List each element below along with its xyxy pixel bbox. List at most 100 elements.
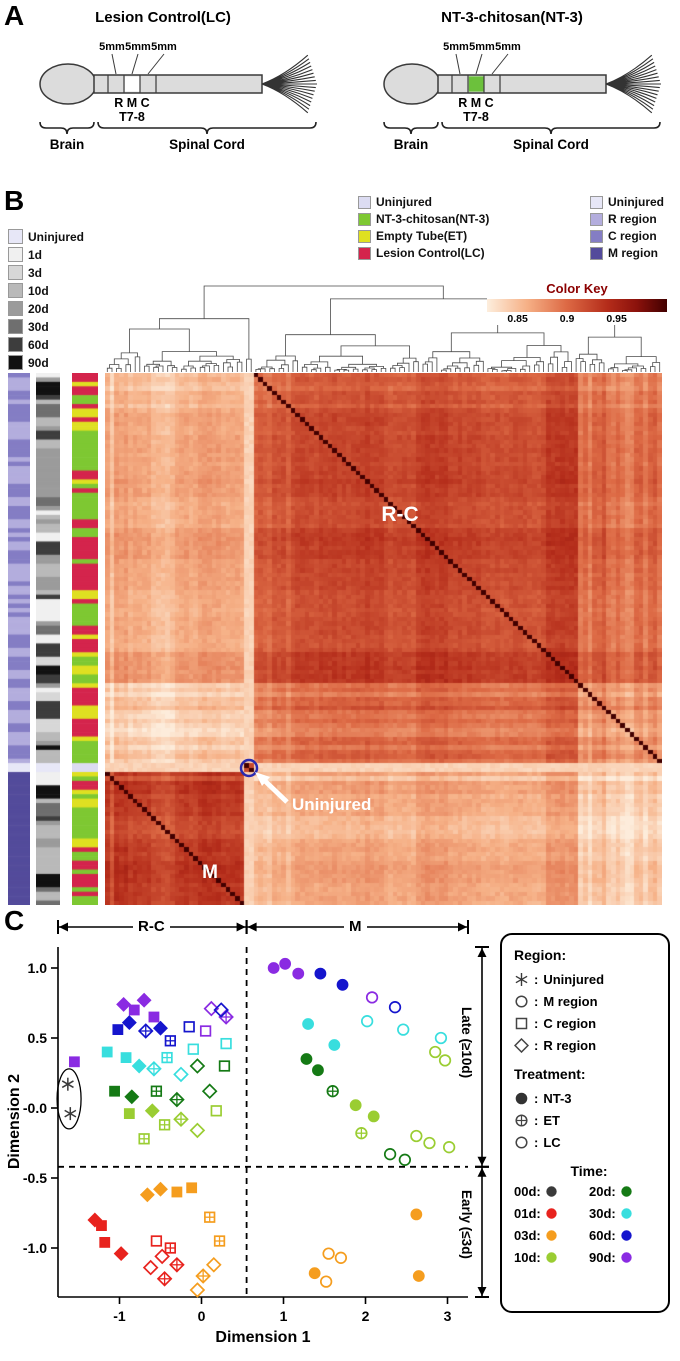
x-tick-label: 0	[198, 1308, 206, 1324]
scatter-point	[64, 1107, 77, 1121]
time-item: 60d:	[589, 1228, 664, 1243]
scatter-point	[205, 1256, 222, 1273]
diamond-icon	[514, 1037, 529, 1053]
segment-pointer	[475, 53, 483, 75]
scatter-point	[189, 1122, 206, 1139]
brain-shape	[39, 63, 97, 105]
square-icon	[515, 1017, 528, 1029]
time-swatch	[8, 355, 23, 370]
time-item: 00d:	[514, 1184, 589, 1199]
scatter-point	[203, 1000, 220, 1017]
legend-time-title: Time:	[570, 1163, 608, 1179]
time-row-colorbar	[36, 373, 60, 905]
scatter-point	[116, 996, 132, 1012]
panel-letter-b: B	[4, 185, 25, 216]
x-tick-label: 2	[362, 1308, 370, 1324]
time-color-grid: 00d: 20d: 01d: 30d: 03d: 60d: 10d: 90d:	[514, 1184, 664, 1265]
segment-length-label: 5mm	[495, 41, 521, 53]
segment-length-label: 5mm	[469, 41, 495, 53]
panel-letter-c: C	[4, 905, 25, 936]
mds-plot: -1 0 1 2 3 1.0 0.5 -0.0 -0.5 -1.0	[23, 920, 489, 1324]
dot-icon	[621, 1186, 632, 1197]
time-legend: Uninjured 1d 3d 10d 20d 30d 60d 90d	[8, 229, 84, 373]
scatter-point	[210, 1105, 222, 1117]
region-swatch	[590, 195, 603, 209]
treatment-swatch	[358, 246, 371, 260]
model-lesion-control: Lesion Control(LC) 5mm 5mm 5mm R M C T7-…	[39, 9, 317, 152]
segment-pointer	[131, 53, 139, 75]
scatter-point	[171, 1186, 183, 1198]
scatter-point	[173, 1111, 189, 1128]
brain-brace	[383, 121, 439, 135]
brain-shape	[383, 63, 441, 105]
uninjured-circle-marker	[239, 758, 259, 778]
model-title: NT-3-chitosan(NT-3)	[441, 9, 583, 26]
scatter-point	[68, 1056, 80, 1068]
region-legend: Uninjured R region C region M region	[590, 195, 664, 263]
dot-icon	[546, 1230, 557, 1241]
brain-label: Brain	[394, 137, 429, 152]
brain-label: Brain	[50, 137, 85, 152]
dot-icon	[546, 1208, 557, 1219]
cord-brace	[441, 121, 661, 135]
scatter-point	[410, 1129, 423, 1143]
scatter-point	[99, 1237, 111, 1248]
uninjured-arrow-shaft	[263, 779, 289, 804]
segment-pointer	[455, 53, 461, 75]
legend-item-r-region: :R region	[514, 1034, 664, 1056]
cord-brace	[97, 121, 317, 135]
segment-length-label: 5mm	[125, 41, 151, 53]
m-span-label: M	[344, 918, 367, 935]
schematic-svg: Lesion Control(LC) 5mm 5mm 5mm R M C T7-…	[39, 9, 661, 152]
time-item: 30d:	[589, 1206, 664, 1221]
scatter-point	[302, 1018, 315, 1030]
heatmap-annotations: Uninjured R-C M	[202, 503, 419, 883]
scatter-point	[183, 1021, 195, 1033]
filled-circle-icon	[515, 1092, 528, 1104]
scatter-point	[173, 1066, 189, 1083]
scatter-point	[109, 1085, 120, 1097]
scatter-point	[128, 1004, 140, 1016]
scatter-point	[189, 1282, 206, 1298]
scatter-point	[267, 962, 280, 974]
region-swatch	[590, 246, 603, 260]
uninjured-label: Uninjured	[292, 795, 371, 814]
scatter-point	[195, 1268, 211, 1284]
y-tick-label: -0.0	[23, 1100, 47, 1116]
time-swatch	[8, 229, 23, 244]
segment-length-label: 5mm	[443, 41, 469, 53]
scatter-point	[328, 1039, 341, 1051]
color-key-title: Color Key	[546, 281, 608, 296]
model-nt3-chitosan: NT-3-chitosan(NT-3) 5mm 5mm 5mm R M C T7…	[383, 9, 661, 152]
dot-icon	[546, 1252, 557, 1263]
cauda-fray	[261, 54, 317, 114]
scatter-point	[326, 1085, 339, 1098]
scatter-point	[367, 1110, 380, 1123]
scatter-point	[148, 1011, 160, 1023]
segment-pointer	[147, 53, 165, 75]
scatter-point	[131, 1058, 147, 1074]
scatter-point	[383, 1148, 397, 1161]
scatter-point	[169, 1256, 185, 1273]
x-tick-label: 3	[444, 1308, 452, 1324]
scatter-point	[164, 1242, 176, 1254]
scatter-point	[204, 1211, 216, 1223]
uninjured-arrow-head	[255, 772, 270, 786]
legend-region-title: Region:	[514, 947, 567, 963]
scatter-point	[153, 1020, 168, 1036]
scatter-point	[186, 1182, 198, 1194]
scatter-point	[398, 1153, 412, 1166]
scatter-point	[121, 1015, 137, 1031]
tube-segment-m	[468, 76, 484, 92]
scatter-point	[124, 1089, 140, 1105]
y-tick-label: 0.5	[28, 1030, 48, 1046]
segment-pointer	[491, 53, 509, 75]
rc-block-label: R-C	[381, 503, 418, 526]
scatter-point	[412, 1270, 425, 1282]
panel-letter-a: A	[4, 0, 25, 31]
time-item: 10d:	[514, 1250, 589, 1265]
color-key: Color Key 0.85 0.9 0.95	[487, 281, 667, 325]
tube-segment-m	[124, 76, 140, 92]
legend-item-lc: : LC	[514, 1131, 664, 1153]
